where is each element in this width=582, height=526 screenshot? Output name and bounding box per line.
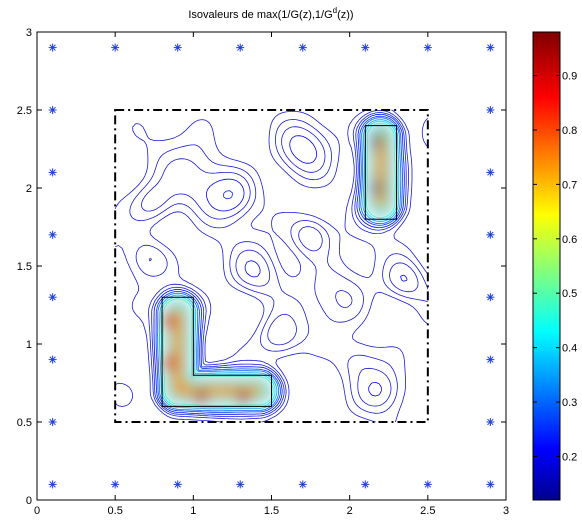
contour-level xyxy=(153,113,408,415)
plot-area xyxy=(37,32,506,500)
sensor-marker xyxy=(48,43,57,52)
x-tick-label: 1 xyxy=(190,505,196,517)
colorbar-tick-label: 0.5 xyxy=(562,288,577,300)
sensor-marker xyxy=(423,480,432,489)
heat-peak xyxy=(196,389,207,406)
x-tick-label: 1.5 xyxy=(264,505,279,517)
y-tick-label: 0.5 xyxy=(17,417,32,429)
heat-peak xyxy=(163,312,174,329)
colorbar-tick-label: 0.2 xyxy=(562,451,577,463)
object-outlines xyxy=(161,125,398,407)
sensor-marker xyxy=(48,480,57,489)
sensor-marker xyxy=(486,293,495,302)
sensor-marker xyxy=(361,43,370,52)
search-domain-rect xyxy=(114,109,429,423)
heat-blobs xyxy=(163,123,395,406)
sensor-marker xyxy=(486,480,495,489)
y-tick-label: 1.5 xyxy=(17,261,32,273)
sensor-marker xyxy=(236,480,245,489)
object-rectangle xyxy=(364,125,398,220)
sensor-marker xyxy=(486,43,495,52)
sensor-markers xyxy=(48,43,495,489)
colorbar-tick-label: 0.7 xyxy=(562,179,577,191)
sensor-marker xyxy=(173,480,182,489)
heat-peak xyxy=(372,133,383,150)
sensor-marker xyxy=(111,43,120,52)
sensor-marker xyxy=(48,355,57,364)
sensor-marker xyxy=(48,230,57,239)
y-tick-label: 2 xyxy=(26,183,32,195)
contour-level xyxy=(114,109,429,423)
sensor-marker xyxy=(486,168,495,177)
object-l-shape xyxy=(161,296,272,407)
chart-title: Isovaleurs de max(1/G(z),1/Gd(z)) xyxy=(188,6,353,21)
sensor-marker xyxy=(298,480,307,489)
sensor-marker xyxy=(298,43,307,52)
colorbar-tick-label: 0.6 xyxy=(562,234,577,246)
y-tick-label: 0 xyxy=(26,495,32,507)
heat-peak xyxy=(238,389,249,406)
colorbar-tick-label: 0.4 xyxy=(562,343,577,355)
y-axis: 0 0.5 1 1.5 2 2.5 3 xyxy=(17,27,506,507)
colorbar-gradient xyxy=(532,31,561,501)
colorbar-tick-label: 0.3 xyxy=(562,397,577,409)
sensor-marker xyxy=(486,230,495,239)
sensor-marker xyxy=(361,480,370,489)
colorbar: 0.2 0.3 0.4 0.5 0.6 0.7 0.8 0.9 xyxy=(532,31,577,501)
contour-level xyxy=(141,112,419,417)
contour-level xyxy=(157,117,402,412)
colorbar-tick-label: 0.8 xyxy=(562,125,577,137)
x-axis: 0 0.5 1 1.5 2 2.5 3 xyxy=(34,32,509,517)
sensor-marker xyxy=(173,43,182,52)
search-domain-boundary xyxy=(114,109,429,423)
sensor-marker xyxy=(48,168,57,177)
y-tick-label: 1 xyxy=(26,339,32,351)
colorbar-ticks: 0.2 0.3 0.4 0.5 0.6 0.7 0.8 0.9 xyxy=(533,71,577,463)
sensor-marker xyxy=(48,418,57,426)
x-tick-label: 2.5 xyxy=(420,505,435,517)
sensor-marker xyxy=(486,418,495,426)
colorbar-tick-label: 0.9 xyxy=(562,71,577,83)
sensor-marker xyxy=(111,480,120,489)
plot-background xyxy=(37,32,506,500)
heat-peak xyxy=(372,180,383,196)
x-tick-label: 3 xyxy=(503,505,509,517)
x-tick-label: 0.5 xyxy=(108,505,123,517)
sensor-marker xyxy=(486,355,495,364)
sensor-marker xyxy=(48,106,57,114)
x-tick-label: 0 xyxy=(34,505,40,517)
heat-peak xyxy=(163,354,174,371)
sensor-marker xyxy=(236,43,245,52)
sensor-marker xyxy=(486,106,495,114)
x-tick-label: 2 xyxy=(347,505,353,517)
y-tick-label: 3 xyxy=(26,27,32,39)
y-tick-label: 2.5 xyxy=(17,105,32,117)
contour-level xyxy=(129,110,429,420)
sensor-marker xyxy=(423,43,432,52)
sensor-marker xyxy=(48,293,57,302)
